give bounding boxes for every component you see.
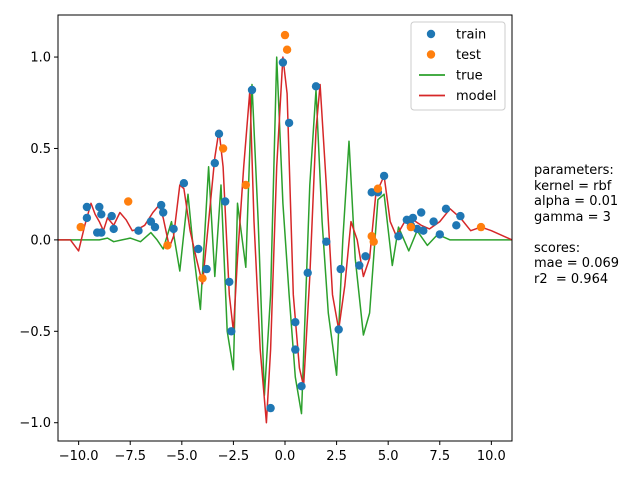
point-test: [241, 180, 250, 190]
point-train: [417, 208, 426, 217]
y-tick-label: 0.0: [30, 233, 51, 248]
legend: train test true model: [410, 21, 506, 111]
legend-label-test: test: [456, 48, 481, 63]
point-train: [214, 129, 224, 138]
x-tick-label: 0.0: [275, 449, 296, 464]
point-train: [297, 382, 306, 391]
point-train: [107, 211, 116, 221]
point-train: [367, 188, 376, 197]
y-tick-label: 1.0: [30, 51, 51, 66]
point-train: [379, 171, 389, 181]
x-tick-label: −7.5: [114, 449, 146, 464]
legend-marker-test: [426, 50, 436, 59]
point-test: [198, 274, 207, 283]
x-tick-label: 7.5: [429, 449, 450, 464]
point-train: [82, 213, 92, 223]
point-train: [336, 264, 345, 274]
r2-line: r2 = 0.964: [534, 271, 609, 287]
point-train: [97, 210, 106, 219]
y-tick-label: −0.5: [19, 325, 51, 340]
x-tick-label: −2.5: [218, 449, 250, 464]
point-test: [476, 222, 486, 232]
legend-marker-train: [426, 29, 436, 39]
legend-label-train: train: [456, 28, 486, 43]
kernel-line: kernel = rbf: [534, 178, 612, 194]
point-train: [266, 403, 275, 413]
point-train: [355, 261, 364, 270]
point-test: [282, 45, 292, 54]
scores-heading: scores:: [534, 240, 581, 256]
x-axis: −10.0 −7.5 −5.0 −2.5 0.0 2.5 5.0 7.5 10.0: [59, 441, 506, 464]
parameters-heading: parameters:: [534, 163, 614, 178]
point-train: [441, 204, 451, 213]
point-train: [157, 200, 166, 210]
point-test: [406, 222, 416, 232]
mae-line: mae = 0.069: [534, 256, 620, 271]
series-line-true: [58, 56, 512, 415]
legend-label-true: true: [456, 69, 483, 84]
point-train: [82, 202, 92, 212]
point-test: [373, 184, 383, 193]
x-tick-label: −10.0: [59, 449, 99, 464]
legend-label-model: model: [456, 89, 496, 104]
point-test: [369, 237, 378, 246]
point-train: [429, 217, 438, 226]
point-test: [124, 197, 133, 206]
parameters-panel: parameters: kernel = rbf alpha = 0.01 gamma…: [534, 163, 619, 287]
point-train: [194, 244, 203, 254]
point-train: [210, 158, 219, 168]
x-tick-label: 2.5: [326, 449, 347, 464]
point-train: [408, 213, 418, 223]
point-train: [452, 221, 461, 230]
point-train: [169, 224, 178, 234]
y-tick-label: −1.0: [19, 416, 51, 431]
point-train: [150, 222, 160, 232]
point-train: [311, 82, 321, 91]
y-axis: −1.0 −0.5 0.0 0.5 1.0: [19, 51, 58, 431]
series-points: [76, 30, 486, 413]
point-train: [334, 325, 343, 334]
point-test: [218, 144, 228, 153]
point-train: [419, 226, 428, 235]
point-train: [95, 202, 104, 212]
alpha-line: alpha = 0.01: [534, 194, 619, 209]
point-train: [456, 211, 465, 221]
x-tick-label: 5.0: [378, 449, 399, 464]
point-train: [278, 58, 288, 67]
legend-box: [410, 21, 506, 111]
point-train: [247, 85, 257, 95]
point-train: [221, 197, 230, 206]
y-tick-label: 0.5: [30, 142, 51, 157]
point-train: [394, 232, 403, 241]
point-train: [97, 228, 106, 237]
point-train: [225, 277, 234, 287]
point-train: [303, 268, 312, 277]
point-train: [227, 327, 236, 336]
point-train: [435, 230, 444, 239]
point-train: [322, 237, 331, 246]
point-train: [291, 318, 300, 327]
x-tick-label: −5.0: [166, 449, 198, 464]
point-train: [202, 264, 211, 274]
spacer-line: [534, 225, 619, 241]
point-train: [361, 252, 370, 261]
gamma-line: gamma = 3: [534, 209, 611, 225]
point-train: [134, 226, 143, 235]
point-train: [179, 179, 189, 188]
point-test: [163, 241, 172, 250]
point-test: [76, 222, 85, 232]
series-lines: [58, 56, 512, 424]
point-train: [291, 345, 300, 354]
series-line-model: [58, 56, 512, 424]
point-test: [280, 30, 290, 40]
point-train: [109, 224, 118, 234]
x-tick-label: 10.0: [477, 449, 506, 464]
point-train: [284, 118, 294, 128]
point-train: [159, 208, 168, 217]
